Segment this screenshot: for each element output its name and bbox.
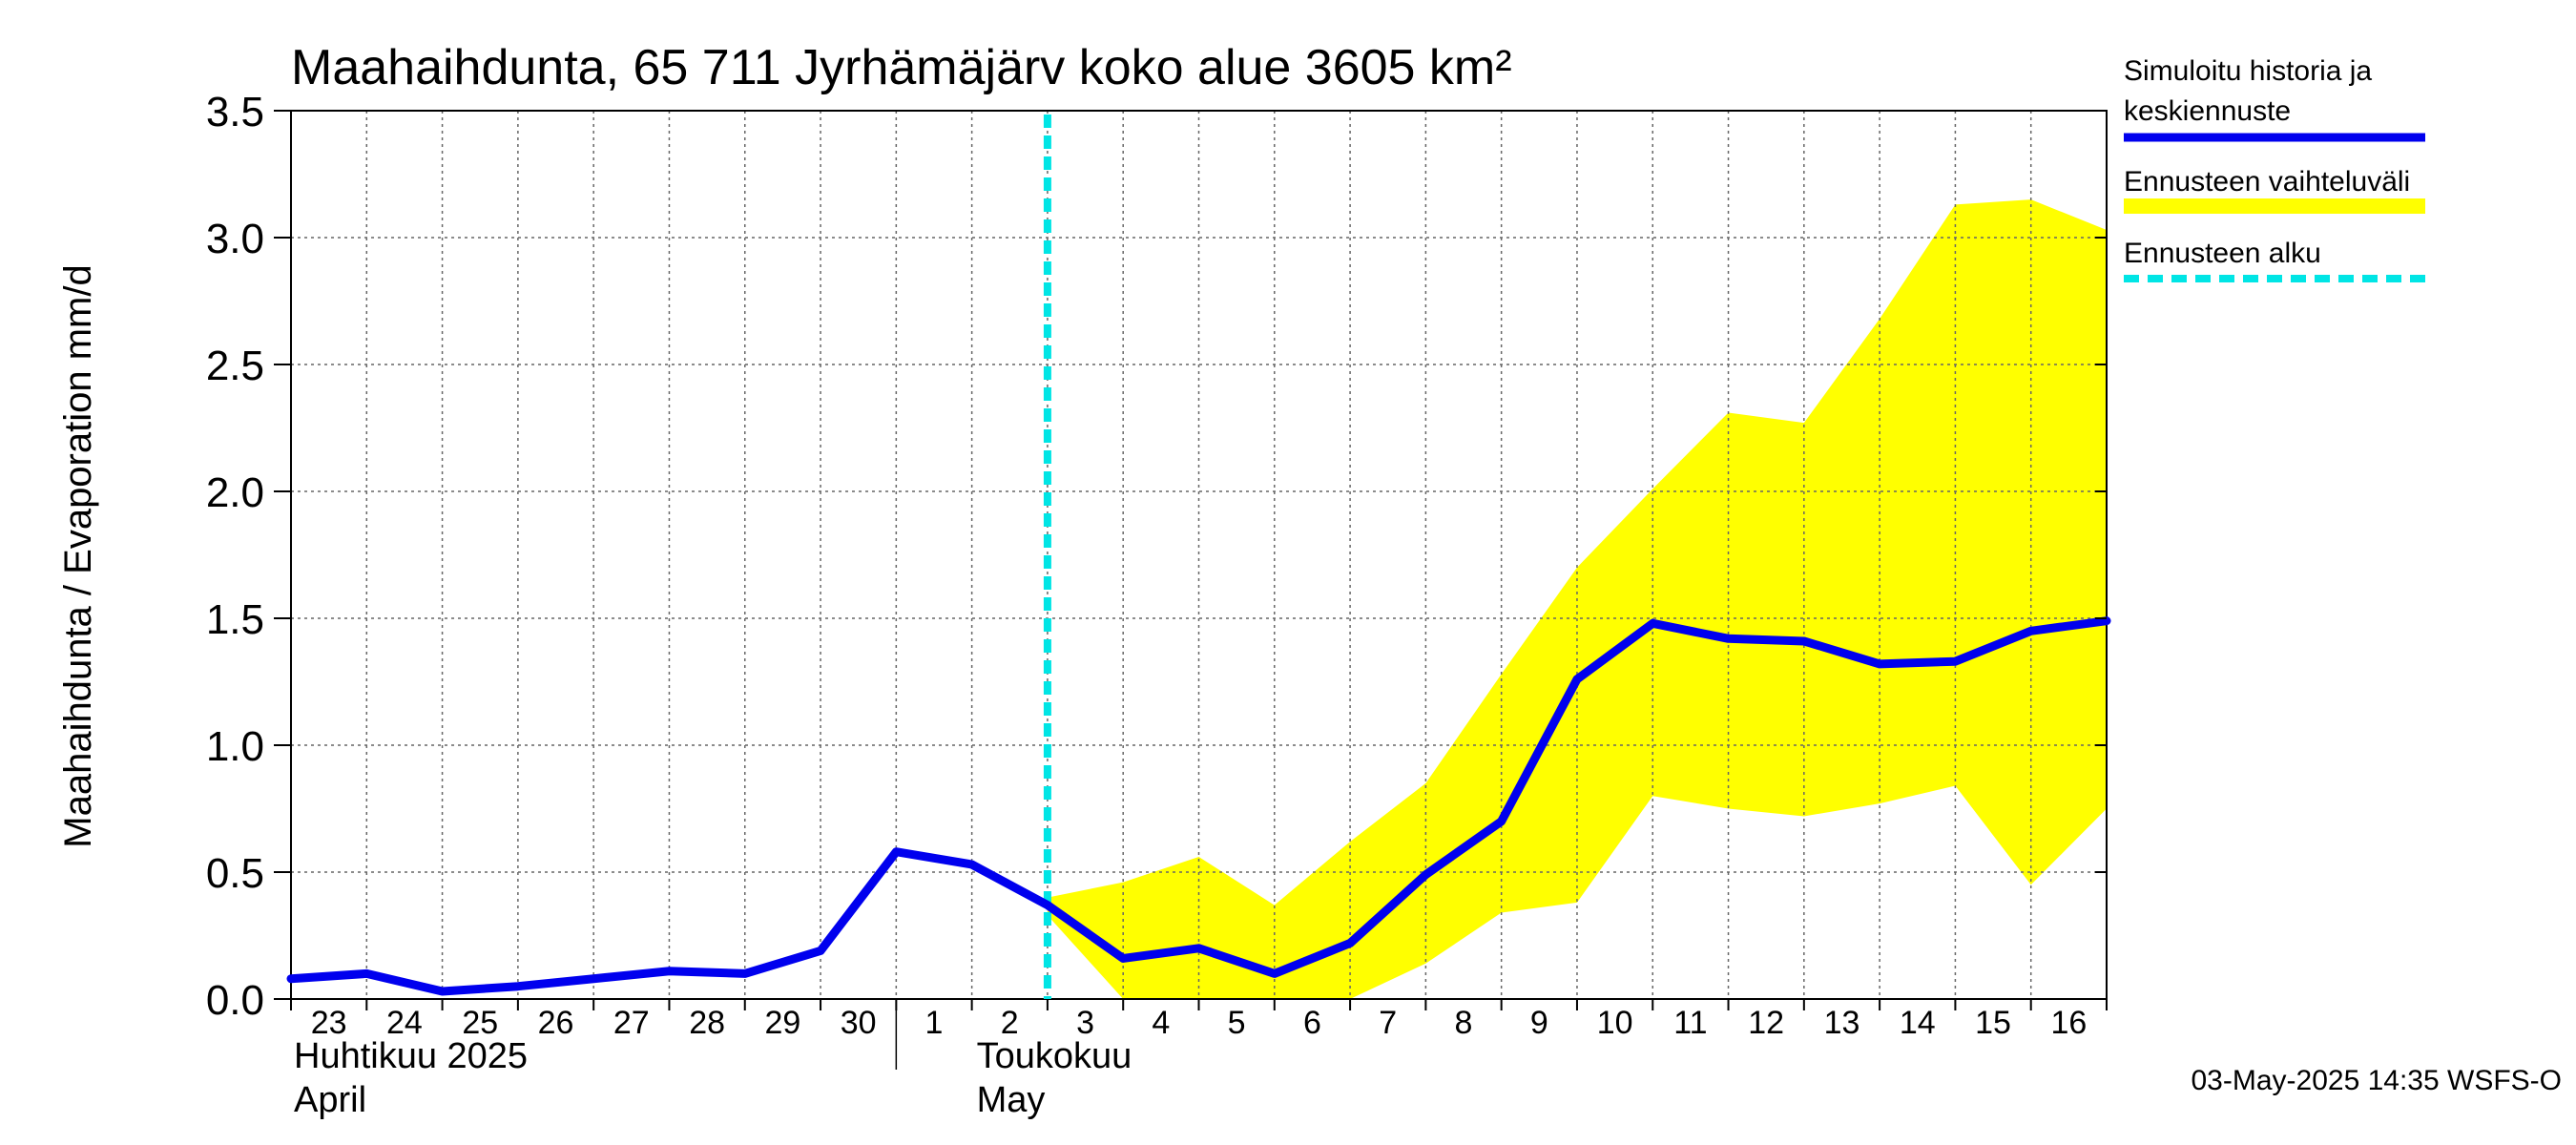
x-tick-label: 15 bbox=[1975, 1005, 2011, 1041]
x-tick-label: 12 bbox=[1748, 1005, 1784, 1041]
x-tick-label: 5 bbox=[1228, 1005, 1246, 1041]
x-tick-label: 14 bbox=[1900, 1005, 1936, 1041]
y-tick-label: 3.5 bbox=[206, 89, 264, 135]
timestamp-label: 03-May-2025 14:35 WSFS-O bbox=[2192, 1065, 2563, 1096]
month-label: Toukokuu bbox=[977, 1036, 1132, 1076]
y-tick-label: 1.0 bbox=[206, 723, 264, 770]
x-tick-label: 2 bbox=[1001, 1005, 1019, 1041]
axis-layer: 0.00.51.01.52.02.53.03.523 24 25 26 27 28 29 30… bbox=[206, 89, 2108, 1120]
y-tick-label: 3.0 bbox=[206, 216, 264, 262]
x-tick-label: 25 bbox=[462, 1005, 498, 1041]
x-tick-label: 24 bbox=[386, 1005, 423, 1041]
legend-label: Ennusteen alku bbox=[2124, 238, 2321, 269]
chart-title: Maahaihdunta, 65 711 Jyrhämäjärv koko al… bbox=[291, 40, 1512, 95]
x-tick-label: 28 bbox=[689, 1005, 725, 1041]
legend-label: keskiennuste bbox=[2124, 95, 2291, 127]
y-axis-label: Maahaihdunta / Evaporation mm/d bbox=[57, 264, 99, 847]
x-tick-label: 4 bbox=[1152, 1005, 1170, 1041]
y-tick-label: 2.0 bbox=[206, 469, 264, 516]
x-tick-label: 13 bbox=[1824, 1005, 1860, 1041]
series-layer bbox=[286, 616, 2111, 996]
legend: Simuloitu historia ja keskiennuste Ennuste… bbox=[2124, 55, 2425, 282]
month-label-en: April bbox=[294, 1080, 366, 1120]
x-tick-label: 7 bbox=[1379, 1005, 1397, 1041]
x-tick-label: 9 bbox=[1530, 1005, 1548, 1041]
y-tick-label: 0.5 bbox=[206, 850, 264, 897]
x-tick-label: 3 bbox=[1076, 1005, 1094, 1041]
y-tick-label: 0.0 bbox=[206, 977, 264, 1024]
month-label-en: May bbox=[977, 1080, 1046, 1120]
grid-layer bbox=[291, 111, 2107, 999]
x-tick-label: 27 bbox=[613, 1005, 650, 1041]
y-tick-label: 2.5 bbox=[206, 343, 264, 389]
legend-label: Simuloitu historia ja bbox=[2124, 55, 2372, 87]
series-line-median bbox=[286, 616, 2111, 996]
x-tick-label: 10 bbox=[1597, 1005, 1633, 1041]
legend-swatch-band bbox=[2124, 198, 2425, 214]
x-tick-label: 11 bbox=[1673, 1005, 1707, 1041]
x-tick-label: 29 bbox=[764, 1005, 800, 1041]
x-tick-label: 6 bbox=[1303, 1005, 1321, 1041]
x-tick-label: 30 bbox=[841, 1005, 877, 1041]
y-tick-label: 1.5 bbox=[206, 596, 264, 643]
legend-label: Ennusteen vaihteluväli bbox=[2124, 166, 2410, 198]
x-tick-label: 23 bbox=[311, 1005, 347, 1041]
x-tick-label: 26 bbox=[538, 1005, 574, 1041]
month-label: Huhtikuu 2025 bbox=[294, 1036, 528, 1076]
x-tick-label: 16 bbox=[2050, 1005, 2087, 1041]
x-tick-label: 1 bbox=[925, 1005, 944, 1041]
x-tick-label: 8 bbox=[1455, 1005, 1473, 1041]
